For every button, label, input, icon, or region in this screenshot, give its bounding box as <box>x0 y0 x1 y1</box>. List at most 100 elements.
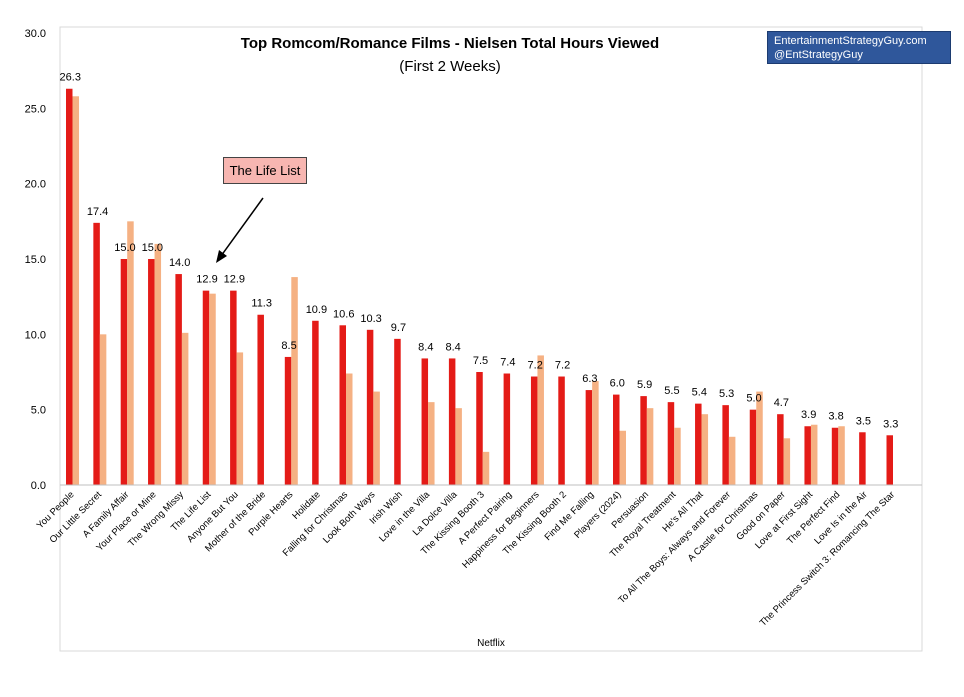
bar-comparison <box>72 96 79 485</box>
bar-primary <box>366 329 374 485</box>
bar-value-label: 6.0 <box>610 378 625 390</box>
bar-comparison <box>181 332 189 485</box>
chart-subtitle: (First 2 Weeks) <box>399 58 501 75</box>
bar-value-label: 8.5 <box>281 340 296 352</box>
x-axis-title: Netflix <box>477 638 505 649</box>
bar-value-label: 3.8 <box>828 411 843 423</box>
bar-value-label: 8.4 <box>446 341 461 353</box>
plot-frame <box>59 26 923 652</box>
bar-comparison <box>291 277 298 485</box>
bar-primary <box>585 390 593 485</box>
bar-primary <box>503 373 511 485</box>
chart-title: Top Romcom/Romance Films - Nielsen Total… <box>240 35 660 52</box>
y-tick-label: 15.0 <box>25 254 46 266</box>
bar-value-label: 14.0 <box>169 257 190 269</box>
bar-comparison <box>373 391 380 485</box>
callout-arrow <box>216 197 264 263</box>
bar-primary <box>667 402 675 485</box>
arrow-head-icon <box>216 250 227 263</box>
bar-comparison <box>756 391 763 485</box>
bar-comparison <box>236 352 244 485</box>
bar-primary <box>831 427 839 485</box>
y-tick-label: 5.0 <box>31 405 46 417</box>
bar-primary <box>284 356 292 485</box>
bar-comparison <box>482 451 490 485</box>
bar-value-label: 7.4 <box>500 357 515 369</box>
y-tick-label: 25.0 <box>25 103 46 115</box>
y-tick-label: 30.0 <box>25 28 46 40</box>
bar-primary <box>257 314 264 485</box>
bar-primary <box>476 372 483 485</box>
bar-comparison <box>428 402 435 485</box>
bar-value-label: 5.3 <box>719 388 734 400</box>
bar-primary <box>749 409 757 485</box>
bar-value-label: 6.3 <box>582 373 597 385</box>
bar-primary <box>93 222 100 485</box>
bar-primary <box>859 432 866 485</box>
bar-comparison <box>619 430 626 485</box>
bar-value-label: 3.3 <box>883 418 898 430</box>
bar-value-label: 10.9 <box>306 304 327 316</box>
bar-comparison <box>728 436 736 485</box>
bar-value-label: 3.9 <box>801 409 816 421</box>
bar-comparison <box>127 221 134 486</box>
y-axis: 0.0 5.0 10.0 15.0 20.0 25.0 30.0 <box>25 28 46 492</box>
bar-primary <box>558 376 565 485</box>
bar-comparison <box>592 381 599 485</box>
bar-primary <box>175 274 182 485</box>
bar-primary <box>120 259 128 485</box>
y-tick-label: 0.0 <box>31 480 46 492</box>
bar-value-label: 5.5 <box>664 385 679 397</box>
bar-value-label: 8.4 <box>418 341 433 353</box>
watermark-badge: EntertainmentStrategyGuy.com @EntStrateg… <box>767 31 951 64</box>
bar-value-label: 26.3 <box>60 72 81 84</box>
bar-comparison <box>810 424 818 485</box>
bar-value-label: 5.9 <box>637 379 652 391</box>
bar-primary <box>394 338 401 485</box>
bar-comparison <box>154 243 162 485</box>
callout-label: The Life List <box>223 157 307 184</box>
bar-comparison <box>701 414 709 485</box>
bar-primary <box>148 259 155 485</box>
bar-value-label: 5.4 <box>692 387 707 399</box>
bar-value-label: 12.9 <box>224 274 245 286</box>
bar-primary <box>613 394 620 485</box>
data-labels: 26.3 17.4 15.0 15.0 14.0 12.9 12.9 11.3 8.5 10.9 1… <box>60 72 899 431</box>
bar-value-label: 3.5 <box>856 415 871 427</box>
bar-value-label: 12.9 <box>196 274 217 286</box>
bar-primary <box>66 88 73 485</box>
bar-primary <box>886 435 893 485</box>
bar-value-label: 5.0 <box>746 393 761 405</box>
bar-value-label: 4.7 <box>774 397 789 409</box>
bar-comparison <box>346 373 353 485</box>
watermark-handle: @EntStrategyGuy <box>774 49 863 61</box>
bar-comparison <box>99 334 107 485</box>
bar-value-label: 10.3 <box>360 313 381 325</box>
bar-comparison <box>209 293 216 485</box>
bar-value-label: 7.2 <box>528 360 543 372</box>
bar-comparison <box>674 427 681 485</box>
bar-primary <box>421 358 429 485</box>
bar-primary <box>339 325 346 485</box>
bar-primary <box>448 358 456 485</box>
bar-comparison <box>646 408 654 485</box>
y-tick-label: 20.0 <box>25 179 46 191</box>
bar-value-label: 11.3 <box>251 298 272 310</box>
bar-comparison <box>783 438 791 485</box>
bar-value-label: 7.5 <box>473 355 488 367</box>
bar-comparison <box>455 408 462 485</box>
bar-primary <box>695 403 702 485</box>
bar-primary <box>722 405 729 485</box>
bar-comparison <box>537 355 544 485</box>
y-tick-label: 10.0 <box>25 329 46 341</box>
watermark-site: EntertainmentStrategyGuy.com <box>774 35 927 47</box>
bar-primary <box>804 426 811 485</box>
bar-primary <box>530 376 538 485</box>
bar-value-label: 10.6 <box>333 308 354 320</box>
bar-value-label: 15.0 <box>114 242 135 254</box>
bar-series <box>66 88 893 486</box>
bar-comparison <box>838 426 845 485</box>
bar-value-label: 9.7 <box>391 322 406 334</box>
